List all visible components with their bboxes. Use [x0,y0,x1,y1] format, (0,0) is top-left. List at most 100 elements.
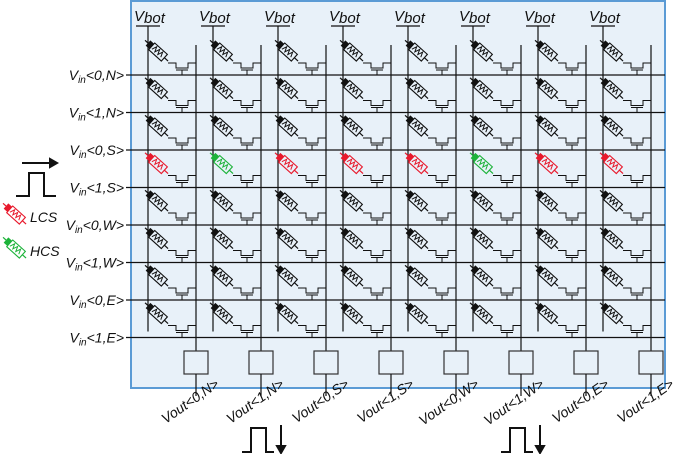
memristor [599,39,624,62]
memristor [274,189,299,212]
lcs-memristor-shape [2,202,27,225]
legend-lcs-label: LCS [30,209,58,225]
access-transistor [428,62,456,75]
input-row-label: Vin<1,S> [69,180,124,199]
access-transistor [493,175,521,188]
access-transistor [428,212,456,225]
access-transistor [168,250,196,263]
access-transistor [363,325,391,338]
memristor [144,302,169,325]
output-neuron-box [248,350,274,375]
access-transistor [493,325,521,338]
access-transistor [298,62,326,75]
array-panel [130,0,666,389]
memristor [404,302,429,325]
input-pulse-icon [16,157,60,197]
access-transistor [363,137,391,150]
memristor [274,152,299,175]
memristor [534,77,559,100]
access-transistor [623,175,651,188]
output-neuron-box [573,350,599,375]
access-transistor [298,100,326,113]
input-row-label: Vin<0,S> [69,142,124,161]
access-transistor [233,175,261,188]
access-transistor [493,287,521,300]
access-transistor [558,175,586,188]
access-transistor [298,212,326,225]
memristor [209,264,234,287]
access-transistor [558,137,586,150]
memristor [274,227,299,250]
access-transistor [168,287,196,300]
memristor [274,302,299,325]
memristor [534,189,559,212]
memristor [274,39,299,62]
access-transistor [623,287,651,300]
vbot-label: Vbot [394,8,426,27]
output-neuron-box [508,350,534,375]
access-transistor [623,62,651,75]
access-transistor [428,250,456,263]
access-transistor [168,100,196,113]
memristor [404,77,429,100]
memristor [339,189,364,212]
access-transistor [168,175,196,188]
lcs-memristor-icon [2,202,27,225]
access-transistor [233,325,261,338]
memristor [144,152,169,175]
memristor [339,77,364,100]
memristor [599,302,624,325]
access-transistor [558,62,586,75]
memristor [534,152,559,175]
memristor [209,39,234,62]
access-transistor [298,137,326,150]
memristor [144,264,169,287]
input-row-label: Vin<1,W> [66,255,124,274]
access-transistor [558,287,586,300]
memristor [469,227,494,250]
memristor [144,114,169,137]
access-transistor [233,62,261,75]
memristor [209,189,234,212]
input-row-label: Vin<0,E> [69,292,124,311]
output-pulse-icon-2 [501,425,546,454]
vbot-label: Vbot [524,8,556,27]
access-transistor [428,325,456,338]
access-transistor [493,212,521,225]
output-pulse-icon-1 [242,425,287,454]
access-transistor [428,137,456,150]
memristor [534,114,559,137]
access-transistor [558,212,586,225]
memristor [599,114,624,137]
vbot-label: Vbot [329,8,361,27]
input-row-label: Vin<1,N> [69,105,124,124]
access-transistor [493,62,521,75]
memristor [404,264,429,287]
access-transistor [428,287,456,300]
vbot-label: Vbot [589,8,621,27]
access-transistor [233,137,261,150]
memristor [209,227,234,250]
memristor [599,189,624,212]
memristor [599,152,624,175]
access-transistor [168,212,196,225]
access-transistor [363,100,391,113]
access-transistor [298,287,326,300]
memristor [339,39,364,62]
input-row-label: Vin<0,N> [69,67,124,86]
access-transistor [623,100,651,113]
access-transistor [623,137,651,150]
access-transistor [558,100,586,113]
memristor [469,189,494,212]
memristor [404,227,429,250]
memristor [469,152,494,175]
memristor [144,39,169,62]
memristor [274,77,299,100]
vbot-label: Vbot [459,8,491,27]
memristor [534,39,559,62]
memristor [534,302,559,325]
memristor [599,227,624,250]
vbot-label: Vbot [199,8,231,27]
memristor [534,264,559,287]
memristor [404,189,429,212]
